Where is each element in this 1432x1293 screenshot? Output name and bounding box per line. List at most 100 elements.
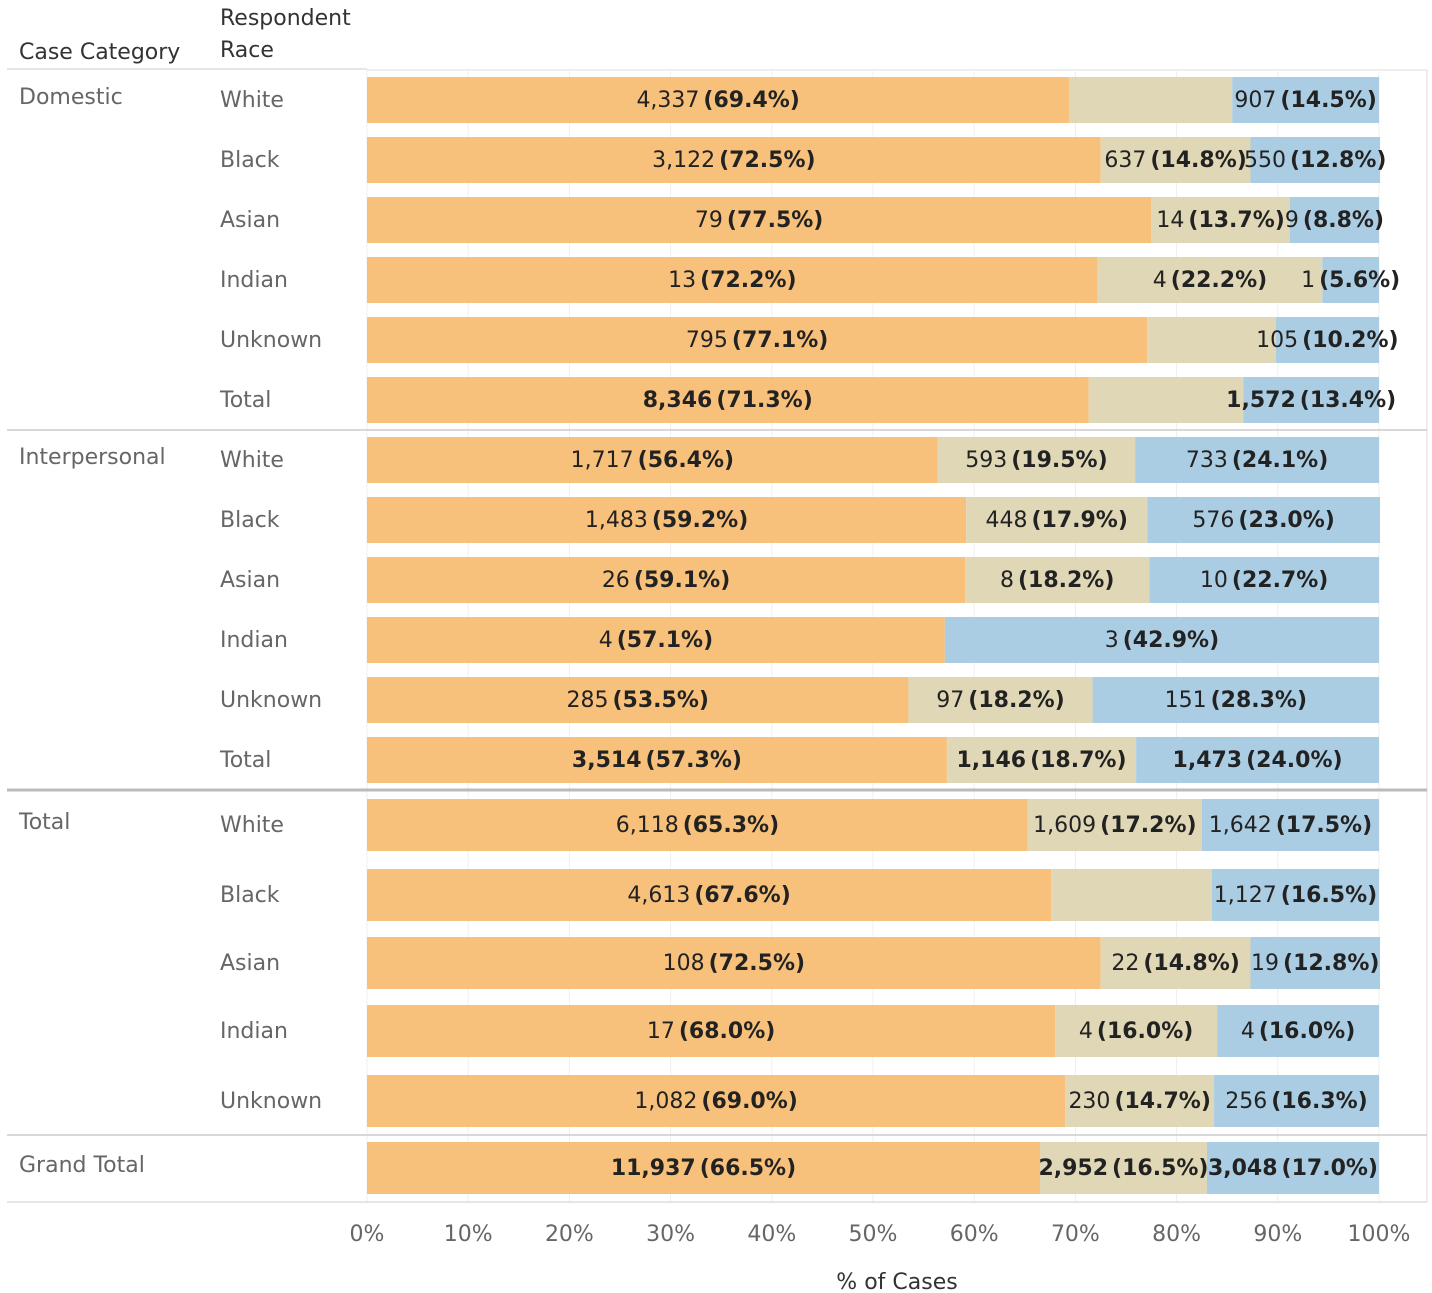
race-label: Indian [220,268,288,293]
bar-segment [1275,317,1379,363]
data-label: 3 (42.9%) [1105,628,1219,653]
bar-segment [1055,1005,1218,1057]
data-label: 79 (77.5%) [695,208,823,233]
count-label: 4 [1241,1019,1255,1044]
percent-label: (28.3%) [1211,688,1307,713]
data-label: 4 (22.2%) [1153,268,1267,293]
x-tick-label: 70% [1051,1222,1100,1247]
bar-segment [1051,869,1213,921]
percent-label: (16.5%) [1112,1156,1208,1181]
percent-label: (12.8%) [1283,951,1379,976]
data-label: 14 (13.7%) [1156,208,1284,233]
percent-label: (53.5%) [612,688,708,713]
percent-label: (22.7%) [1232,568,1328,593]
x-tick-label: 60% [950,1222,999,1247]
count-label: 576 [1192,508,1234,533]
race-label: Total [219,748,271,773]
bar-segment [946,737,1137,783]
x-tick-label: 100% [1348,1222,1411,1247]
bar-segment [1147,317,1276,363]
percent-label: (5.6%) [1319,268,1400,293]
percent-label: (59.1%) [634,568,730,593]
percent-label: (18.2%) [968,688,1064,713]
percent-label: (77.1%) [732,328,828,353]
count-label: 22 [1111,951,1139,976]
race-label: White [220,813,284,838]
count-label: 637 [1104,148,1146,173]
data-label: 19 (12.8%) [1251,951,1379,976]
bar-segment [1212,869,1379,921]
count-label: 17 [647,1019,675,1044]
percent-label: (16.5%) [1281,883,1377,908]
count-label: 1,717 [571,448,634,473]
percent-label: (14.8%) [1150,148,1246,173]
percent-label: (18.7%) [1030,748,1126,773]
bar-segment [367,1005,1056,1057]
race-label: Total [219,388,271,413]
bar-segment [367,1075,1066,1127]
count-label: 3 [1105,628,1119,653]
data-label: 795 (77.1%) [686,328,828,353]
data-label: 1,609 (17.2%) [1033,813,1196,838]
bar-segment [367,377,1089,423]
bar-segment [1322,257,1379,303]
data-label: 4,613 (67.6%) [627,883,790,908]
percent-label: (17.9%) [1031,508,1127,533]
x-tick-label: 80% [1152,1222,1201,1247]
race-label: Asian [220,568,280,593]
count-label: 2,952 [1038,1156,1108,1181]
percent-label: (24.0%) [1246,748,1342,773]
count-label: 1,473 [1173,748,1243,773]
data-label: 3,514 (57.3%) [572,748,742,773]
bar-segment [944,617,1379,663]
percent-label: (16.0%) [1097,1019,1193,1044]
bar-segment [1088,377,1244,423]
bar-segment [1250,937,1381,989]
bar-segment [1097,257,1323,303]
count-label: 1 [1301,268,1315,293]
data-label: 907 (14.5%) [1234,88,1376,113]
data-label: 8,346 (71.3%) [643,388,813,413]
race-label: Unknown [220,1089,322,1114]
bar-segment [367,137,1101,183]
count-label: 733 [1186,448,1228,473]
count-label: 9 [1285,208,1299,233]
percent-label: (14.5%) [1280,88,1376,113]
count-label: 4 [599,628,613,653]
count-label: 97 [936,688,964,713]
x-tick-label: 90% [1253,1222,1302,1247]
count-label: 256 [1225,1089,1267,1114]
bar-segment [367,1142,1040,1194]
count-label: 151 [1165,688,1207,713]
count-label: 4 [1153,268,1167,293]
data-label: 4,337 (69.4%) [636,88,799,113]
data-label: 1,127 (16.5%) [1214,883,1377,908]
bar-segment [367,497,967,543]
bar-segment [1206,1142,1379,1194]
percent-label: (13.4%) [1300,388,1396,413]
count-label: 1,642 [1209,813,1272,838]
count-label: 907 [1234,88,1276,113]
bar-segment [1136,737,1379,783]
percent-label: (66.5%) [700,1156,796,1181]
bar-segment [1100,137,1251,183]
count-label: 14 [1156,208,1184,233]
race-label: White [220,88,284,113]
percent-label: (18.2%) [1018,568,1114,593]
percent-label: (69.0%) [701,1089,797,1114]
data-label: 1,483 (59.2%) [585,508,748,533]
bar-segment [1100,937,1251,989]
bar-segment [1149,557,1379,603]
bar-segment [1069,77,1233,123]
count-label: 230 [1068,1089,1110,1114]
percent-label: (57.1%) [617,628,713,653]
count-label: 13 [668,268,696,293]
count-label: 3,514 [572,748,642,773]
data-label: 1,146 (18.7%) [956,748,1126,773]
count-label: 108 [663,951,705,976]
percent-label: (14.7%) [1114,1089,1210,1114]
count-label: 593 [965,448,1007,473]
bar-segment [908,677,1093,723]
data-label: 3,122 (72.5%) [652,148,815,173]
